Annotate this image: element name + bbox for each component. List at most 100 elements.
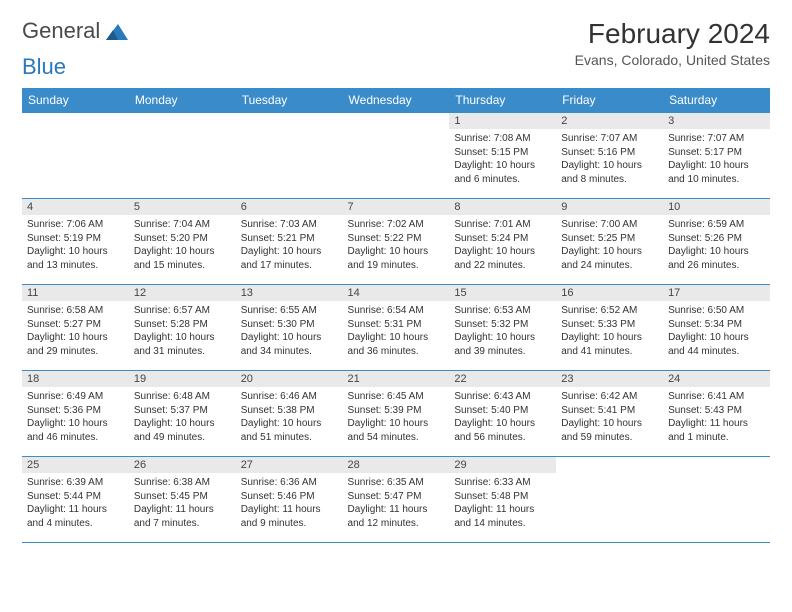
weekday-header: Sunday [22,88,129,113]
weekday-header: Friday [556,88,663,113]
day-details: Sunrise: 6:53 AMSunset: 5:32 PMDaylight:… [449,301,556,361]
day-details: Sunrise: 7:00 AMSunset: 5:25 PMDaylight:… [556,215,663,275]
day-number: 28 [343,457,450,473]
day-number: 20 [236,371,343,387]
day-details: Sunrise: 6:57 AMSunset: 5:28 PMDaylight:… [129,301,236,361]
day-cell: 27Sunrise: 6:36 AMSunset: 5:46 PMDayligh… [236,457,343,543]
logo-word-1: General [22,18,100,44]
day-number: 5 [129,199,236,215]
logo-word-2: Blue [22,54,66,79]
day-cell: 12Sunrise: 6:57 AMSunset: 5:28 PMDayligh… [129,285,236,371]
empty-cell [129,113,236,199]
day-number: 23 [556,371,663,387]
calendar-row: 18Sunrise: 6:49 AMSunset: 5:36 PMDayligh… [22,371,770,457]
day-number: 8 [449,199,556,215]
day-cell: 15Sunrise: 6:53 AMSunset: 5:32 PMDayligh… [449,285,556,371]
day-details: Sunrise: 6:48 AMSunset: 5:37 PMDaylight:… [129,387,236,447]
empty-cell [236,113,343,199]
day-number: 19 [129,371,236,387]
day-cell: 3Sunrise: 7:07 AMSunset: 5:17 PMDaylight… [663,113,770,199]
day-cell: 17Sunrise: 6:50 AMSunset: 5:34 PMDayligh… [663,285,770,371]
day-cell: 6Sunrise: 7:03 AMSunset: 5:21 PMDaylight… [236,199,343,285]
day-details: Sunrise: 6:45 AMSunset: 5:39 PMDaylight:… [343,387,450,447]
month-title: February 2024 [575,18,770,50]
day-number: 14 [343,285,450,301]
day-details: Sunrise: 6:39 AMSunset: 5:44 PMDaylight:… [22,473,129,533]
day-number: 15 [449,285,556,301]
day-cell: 20Sunrise: 6:46 AMSunset: 5:38 PMDayligh… [236,371,343,457]
day-details: Sunrise: 7:06 AMSunset: 5:19 PMDaylight:… [22,215,129,275]
day-cell: 21Sunrise: 6:45 AMSunset: 5:39 PMDayligh… [343,371,450,457]
location-text: Evans, Colorado, United States [575,52,770,68]
day-cell: 16Sunrise: 6:52 AMSunset: 5:33 PMDayligh… [556,285,663,371]
day-details: Sunrise: 7:02 AMSunset: 5:22 PMDaylight:… [343,215,450,275]
day-details: Sunrise: 6:43 AMSunset: 5:40 PMDaylight:… [449,387,556,447]
day-details: Sunrise: 7:07 AMSunset: 5:17 PMDaylight:… [663,129,770,189]
day-number: 26 [129,457,236,473]
day-cell: 14Sunrise: 6:54 AMSunset: 5:31 PMDayligh… [343,285,450,371]
day-cell: 1Sunrise: 7:08 AMSunset: 5:15 PMDaylight… [449,113,556,199]
day-cell: 10Sunrise: 6:59 AMSunset: 5:26 PMDayligh… [663,199,770,285]
day-number: 24 [663,371,770,387]
day-cell: 2Sunrise: 7:07 AMSunset: 5:16 PMDaylight… [556,113,663,199]
day-number: 1 [449,113,556,129]
day-cell: 28Sunrise: 6:35 AMSunset: 5:47 PMDayligh… [343,457,450,543]
day-details: Sunrise: 6:58 AMSunset: 5:27 PMDaylight:… [22,301,129,361]
day-number: 3 [663,113,770,129]
day-details: Sunrise: 6:46 AMSunset: 5:38 PMDaylight:… [236,387,343,447]
logo: General [22,18,130,44]
empty-cell [663,457,770,543]
day-cell: 22Sunrise: 6:43 AMSunset: 5:40 PMDayligh… [449,371,556,457]
empty-cell [343,113,450,199]
day-cell: 23Sunrise: 6:42 AMSunset: 5:41 PMDayligh… [556,371,663,457]
calendar-table: SundayMondayTuesdayWednesdayThursdayFrid… [22,88,770,543]
weekday-header: Wednesday [343,88,450,113]
day-details: Sunrise: 6:41 AMSunset: 5:43 PMDaylight:… [663,387,770,447]
calendar-row: 25Sunrise: 6:39 AMSunset: 5:44 PMDayligh… [22,457,770,543]
day-number: 10 [663,199,770,215]
day-cell: 8Sunrise: 7:01 AMSunset: 5:24 PMDaylight… [449,199,556,285]
day-number: 6 [236,199,343,215]
day-cell: 29Sunrise: 6:33 AMSunset: 5:48 PMDayligh… [449,457,556,543]
day-details: Sunrise: 6:42 AMSunset: 5:41 PMDaylight:… [556,387,663,447]
day-number: 17 [663,285,770,301]
day-cell: 13Sunrise: 6:55 AMSunset: 5:30 PMDayligh… [236,285,343,371]
day-details: Sunrise: 7:01 AMSunset: 5:24 PMDaylight:… [449,215,556,275]
day-number: 25 [22,457,129,473]
day-details: Sunrise: 7:08 AMSunset: 5:15 PMDaylight:… [449,129,556,189]
weekday-header-row: SundayMondayTuesdayWednesdayThursdayFrid… [22,88,770,113]
day-details: Sunrise: 6:52 AMSunset: 5:33 PMDaylight:… [556,301,663,361]
day-details: Sunrise: 7:07 AMSunset: 5:16 PMDaylight:… [556,129,663,189]
day-number: 27 [236,457,343,473]
day-details: Sunrise: 6:55 AMSunset: 5:30 PMDaylight:… [236,301,343,361]
weekday-header: Thursday [449,88,556,113]
day-cell: 18Sunrise: 6:49 AMSunset: 5:36 PMDayligh… [22,371,129,457]
day-number: 18 [22,371,129,387]
day-number: 4 [22,199,129,215]
day-cell: 7Sunrise: 7:02 AMSunset: 5:22 PMDaylight… [343,199,450,285]
day-number: 11 [22,285,129,301]
day-cell: 4Sunrise: 7:06 AMSunset: 5:19 PMDaylight… [22,199,129,285]
day-cell: 11Sunrise: 6:58 AMSunset: 5:27 PMDayligh… [22,285,129,371]
calendar-row: 1Sunrise: 7:08 AMSunset: 5:15 PMDaylight… [22,113,770,199]
day-number: 22 [449,371,556,387]
weekday-header: Saturday [663,88,770,113]
day-cell: 26Sunrise: 6:38 AMSunset: 5:45 PMDayligh… [129,457,236,543]
weekday-header: Tuesday [236,88,343,113]
weekday-header: Monday [129,88,236,113]
day-number: 9 [556,199,663,215]
day-details: Sunrise: 6:38 AMSunset: 5:45 PMDaylight:… [129,473,236,533]
day-details: Sunrise: 6:59 AMSunset: 5:26 PMDaylight:… [663,215,770,275]
day-cell: 25Sunrise: 6:39 AMSunset: 5:44 PMDayligh… [22,457,129,543]
day-details: Sunrise: 6:36 AMSunset: 5:46 PMDaylight:… [236,473,343,533]
day-details: Sunrise: 6:33 AMSunset: 5:48 PMDaylight:… [449,473,556,533]
day-details: Sunrise: 6:54 AMSunset: 5:31 PMDaylight:… [343,301,450,361]
day-number: 13 [236,285,343,301]
day-number: 16 [556,285,663,301]
day-details: Sunrise: 6:49 AMSunset: 5:36 PMDaylight:… [22,387,129,447]
day-number: 2 [556,113,663,129]
day-details: Sunrise: 7:04 AMSunset: 5:20 PMDaylight:… [129,215,236,275]
day-details: Sunrise: 7:03 AMSunset: 5:21 PMDaylight:… [236,215,343,275]
day-cell: 24Sunrise: 6:41 AMSunset: 5:43 PMDayligh… [663,371,770,457]
title-block: February 2024 Evans, Colorado, United St… [575,18,770,68]
